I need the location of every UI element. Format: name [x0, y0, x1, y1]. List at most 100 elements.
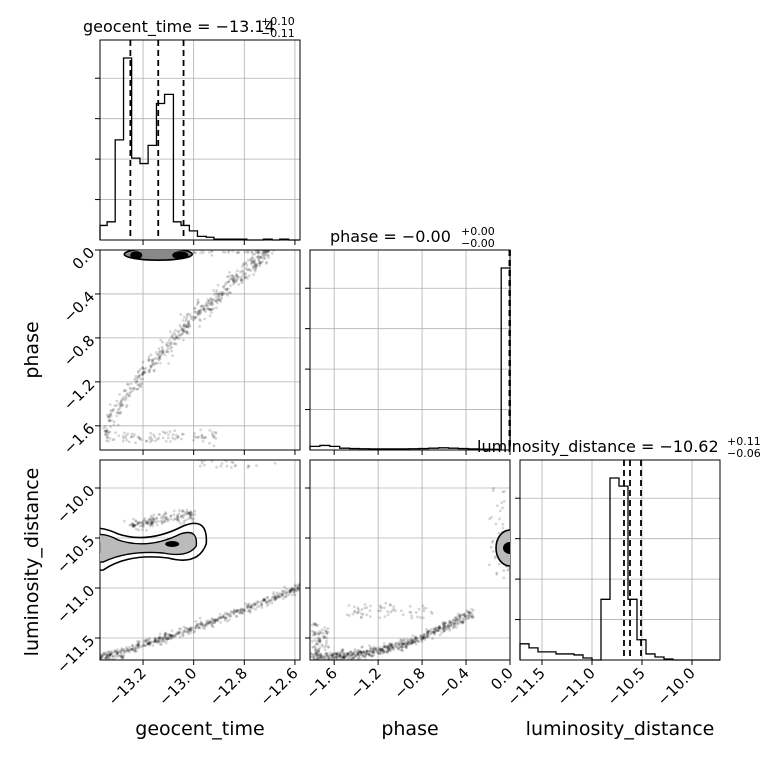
scatter-point: [146, 642, 150, 646]
scatter-point: [106, 650, 110, 654]
scatter-point: [249, 250, 253, 254]
scatter-point: [121, 655, 125, 659]
scatter-point: [224, 616, 228, 620]
scatter-point: [139, 385, 143, 388]
scatter-point: [222, 284, 226, 288]
scatter-point: [397, 640, 400, 644]
scatter-point: [251, 267, 255, 271]
scatter-point: [311, 653, 314, 656]
scatter-point: [246, 606, 250, 610]
scatter-point: [438, 625, 442, 629]
scatter-point: [360, 653, 364, 657]
scatter-point: [410, 640, 413, 644]
scatter-point: [119, 402, 123, 406]
scatter-point: [116, 650, 119, 654]
scatter-point: [194, 626, 198, 630]
scatter-point: [324, 654, 327, 658]
scatter-point: [352, 652, 356, 655]
scatter-point: [124, 396, 128, 400]
scatter-point: [263, 599, 267, 602]
scatter-point: [198, 309, 202, 312]
scatter-point: [211, 302, 215, 306]
scatter-point: [236, 275, 240, 279]
scatter-point: [211, 434, 215, 438]
scatter-point: [421, 635, 425, 638]
scatter-point: [251, 259, 255, 263]
scatter-point: [182, 625, 186, 629]
scatter-point: [215, 465, 218, 469]
scatter-point: [107, 419, 111, 423]
scatter-point: [119, 652, 123, 656]
scatter-point: [161, 340, 165, 344]
scatter-point: [291, 590, 295, 593]
scatter-point: [217, 616, 221, 620]
scatter-point: [367, 651, 371, 655]
scatter-point: [138, 385, 142, 388]
scatter-point: [293, 588, 297, 592]
scatter-point: [313, 630, 317, 634]
scatter-point: [176, 514, 180, 518]
scatter-point: [359, 650, 363, 654]
scatter-point: [186, 312, 190, 316]
scatter-point: [258, 261, 262, 265]
x-tick-label: −0.4: [434, 664, 472, 702]
scatter-point: [415, 636, 419, 640]
scatter-point: [386, 648, 390, 652]
scatter-point: [278, 595, 282, 598]
scatter-point: [187, 632, 191, 636]
scatter-point: [104, 656, 108, 659]
scatter-point: [133, 649, 136, 653]
scatter-point: [209, 308, 212, 312]
ylabel-luminosity_distance: luminosity_distance: [21, 468, 43, 657]
scatter-point: [310, 655, 312, 659]
panel-luminosity_distance-vs-geocent_time: −13.2 −13.0 −12.8 −12.6−11.5−11.0−10.5−10.0: [53, 459, 302, 709]
scatter-point: [261, 260, 264, 263]
scatter-point: [163, 515, 167, 519]
scatter-point: [167, 433, 170, 437]
scatter-point: [172, 634, 175, 638]
scatter-point: [291, 588, 295, 592]
scatter-point: [317, 639, 321, 642]
scatter-point: [245, 605, 249, 609]
scatter-point: [163, 520, 167, 524]
scatter-point: [120, 402, 124, 406]
scatter-point: [438, 629, 441, 633]
scatter-point: [282, 590, 285, 593]
scatter-point: [201, 623, 205, 627]
scatter-point: [317, 650, 321, 654]
scatter-point: [125, 647, 129, 651]
scatter-point: [244, 602, 248, 606]
scatter-point: [269, 598, 273, 602]
scatter-point: [364, 650, 368, 653]
scatter-point: [420, 637, 424, 641]
scatter-point: [123, 389, 126, 393]
scatter-point: [370, 655, 374, 658]
scatter-point: [145, 521, 149, 525]
scatter-point: [161, 430, 165, 434]
scatter-point: [169, 514, 173, 518]
scatter-point: [324, 644, 328, 648]
scatter-point: [388, 647, 392, 651]
scatter-point: [203, 627, 207, 631]
scatter-point: [367, 653, 371, 656]
scatter-point: [371, 650, 375, 654]
scatter-point: [258, 262, 262, 265]
scatter-point: [382, 606, 386, 610]
scatter-point: [465, 609, 469, 612]
scatter-point: [225, 460, 228, 463]
scatter-point: [127, 648, 131, 652]
scatter-point: [281, 594, 285, 597]
scatter-point: [362, 651, 366, 655]
scatter-point: [465, 617, 468, 621]
scatter-point: [141, 373, 145, 376]
scatter-point: [374, 647, 378, 651]
scatter-point: [182, 329, 186, 333]
scatter-point: [443, 628, 447, 632]
scatter-point: [193, 509, 197, 513]
scatter-point: [299, 584, 300, 587]
scatter-point: [109, 650, 113, 653]
scatter-point: [363, 603, 367, 606]
scatter-point: [235, 272, 238, 276]
scatter-point: [189, 516, 193, 520]
scatter-point: [162, 636, 165, 640]
